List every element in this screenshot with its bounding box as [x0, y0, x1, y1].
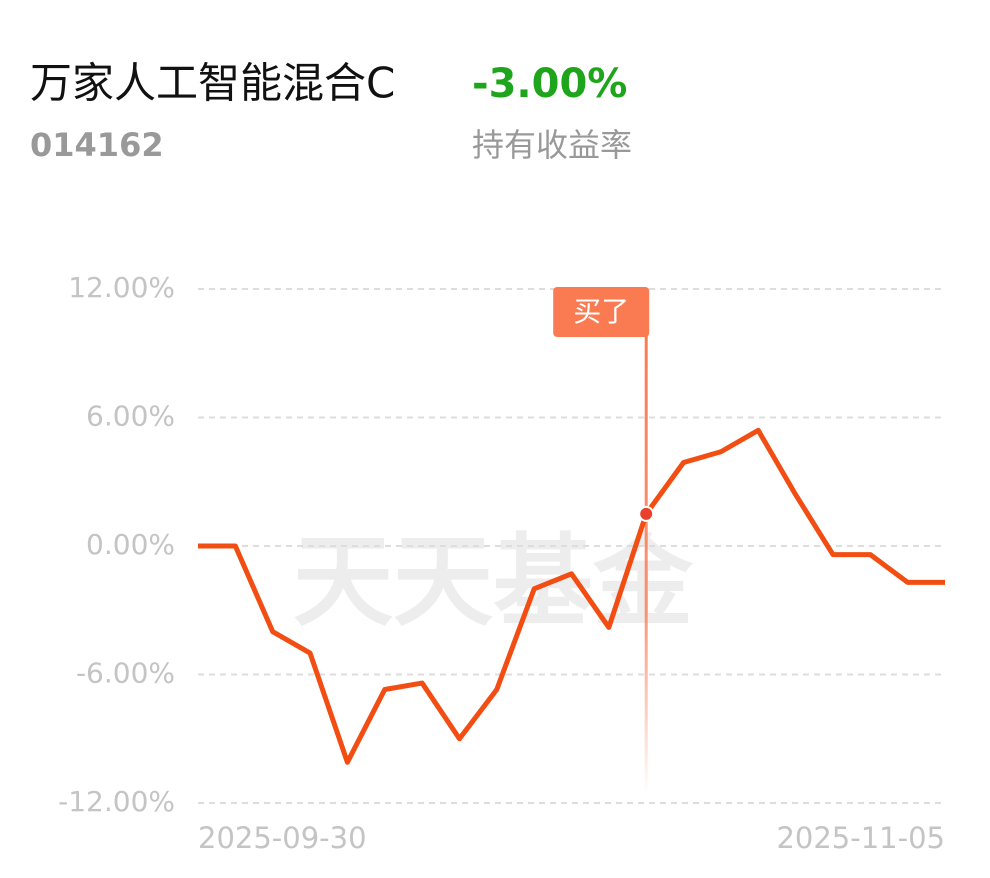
- return-value: -3.00%: [472, 61, 627, 107]
- y-tick-label: -12.00%: [58, 785, 175, 818]
- return-label: 持有收益率: [472, 126, 632, 164]
- y-tick-label: -6.00%: [76, 657, 175, 690]
- buy-point: [638, 505, 655, 522]
- buy-badge: [553, 287, 650, 337]
- y-tick-label: 0.00%: [86, 528, 175, 561]
- fund-code: 014162: [30, 126, 164, 164]
- y-tick-label: 6.00%: [86, 400, 175, 433]
- x-tick-label: 2025-11-05: [776, 821, 945, 855]
- watermark: 天天基金: [293, 522, 694, 640]
- x-tick-label: 2025-09-30: [198, 821, 367, 855]
- y-tick-label: 12.00%: [68, 271, 175, 304]
- line-series: [198, 427, 945, 765]
- fund-name: 万家人工智能混合C: [30, 59, 395, 108]
- buy-line: [644, 335, 648, 795]
- buy-label: 买了: [573, 295, 629, 328]
